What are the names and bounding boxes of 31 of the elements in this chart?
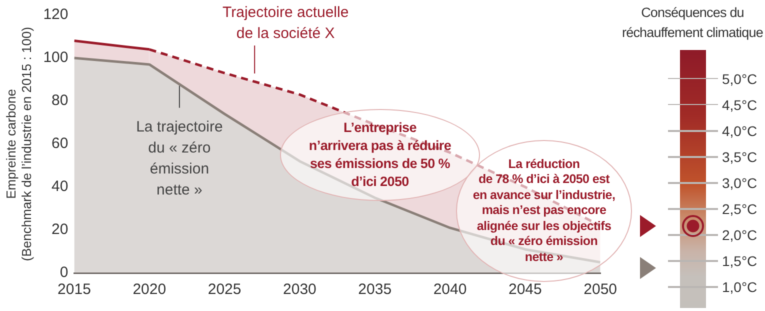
x-tick-label: 2035 [358,281,392,298]
y-tick-label: 120 [43,6,68,24]
x-tick-label: 2020 [132,281,166,298]
annotation: Trajectoire actuelle de la société X [222,4,349,42]
y-tick-label: 20 [52,221,68,238]
y-tick-label: 100 [43,49,68,66]
color-bar-label: 2,5°C [722,200,758,218]
x-tick-label: 2030 [283,281,316,298]
y-tick-label: 60 [52,135,68,152]
ellipse-callout: La réduction de 78 % d’ici à 2050 est en avance sur l’industrie, mais n’est pas encore alignée sur les objectifs du « zéro émission nette » [456,140,632,282]
y-tick-label: 0 [60,264,68,282]
y-axis-title: Empreinte carbone (Benchmark de l’industrie en 2015 : 100) [3,26,34,262]
color-bar-label: 5,0°C [722,70,758,88]
x-tick-label: 2015 [58,281,91,298]
color-bar-label: 1,0°C [722,278,758,296]
x-tick-label: 2040 [433,281,467,298]
annotation: La trajectoire du « zéro émission nette » [136,118,223,198]
y-tick-label: 80 [52,92,68,110]
color-bar-label: 4,0°C [722,122,758,140]
color-bar-label: 1,5°C [722,252,758,270]
color-bar-label: 3,5°C [722,148,758,166]
annotation: La réduction de 78 % d’ici à 2050 est en avance sur l’industrie, mais n’est pas encore alignée sur les objectifs du « zéro émission nette » [472,156,616,266]
annotation: L’entreprise n’arrivera pas à réduire ses émissions de 50 % d’ici 2050 [308,119,452,191]
y-tick-label: 40 [52,178,68,196]
color-bar-label: 3,0°C [722,174,758,192]
x-tick-label: 2045 [508,281,542,298]
x-tick-label: 2050 [584,281,618,298]
color-bar-title: Conséquences du réchauffement climatique [621,4,764,42]
x-tick-label: 2025 [208,281,242,298]
color-bar-label: 2,0°C [722,226,758,244]
color-bar-label: 4,5°C [722,96,758,114]
